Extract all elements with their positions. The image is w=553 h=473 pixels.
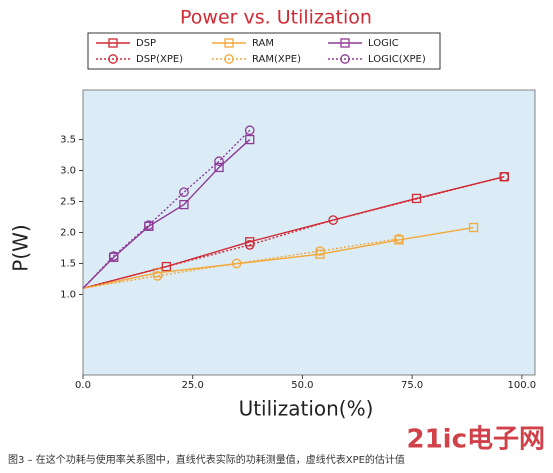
x-tick-label: 50.0 bbox=[291, 380, 313, 391]
y-tick-label: 2.5 bbox=[60, 197, 76, 208]
y-tick-label: 1.0 bbox=[60, 289, 76, 300]
point bbox=[108, 251, 119, 261]
point bbox=[499, 171, 510, 182]
series-line bbox=[82, 226, 474, 289]
legend-marker bbox=[224, 54, 234, 64]
x-tick-label: 100.0 bbox=[508, 380, 537, 391]
point bbox=[315, 246, 325, 256]
legend-label: LOGIC bbox=[368, 38, 399, 49]
logo: 21ic电子网 bbox=[406, 425, 545, 455]
y-tick-label: 1.5 bbox=[60, 258, 76, 269]
y-tick-label: 3.5 bbox=[60, 135, 76, 146]
legend-marker bbox=[108, 38, 118, 48]
caption: 图3 – 在这个功耗与使用率关系图中，直线代表实际的功耗测量值，虚线代表XPE的… bbox=[8, 453, 405, 466]
point bbox=[214, 156, 224, 167]
x-tick-label: 25.0 bbox=[182, 380, 204, 391]
point bbox=[214, 162, 224, 173]
legend-label: RAM(XPE) bbox=[252, 54, 301, 65]
point bbox=[152, 271, 163, 281]
legend-label: DSP(XPE) bbox=[136, 54, 183, 65]
legend-label: RAM bbox=[252, 38, 274, 49]
legend-marker bbox=[340, 38, 350, 48]
legend-label: LOGIC(XPE) bbox=[368, 54, 426, 65]
x-axis-label: Utilization(%) bbox=[239, 397, 374, 421]
point bbox=[179, 199, 189, 210]
point bbox=[143, 220, 154, 230]
x-tick-label: 0.0 bbox=[75, 380, 91, 391]
legend-marker bbox=[108, 54, 118, 64]
y-axis-label: P(W) bbox=[9, 224, 33, 271]
legend-box bbox=[87, 32, 441, 70]
chart-title: Power vs. Utilization bbox=[180, 7, 372, 29]
point bbox=[468, 222, 479, 233]
point bbox=[179, 187, 189, 198]
legend-marker bbox=[340, 54, 350, 64]
point bbox=[245, 237, 255, 247]
x-tick-label: 75.0 bbox=[401, 380, 423, 391]
legend-marker bbox=[224, 38, 234, 48]
point bbox=[245, 134, 255, 145]
point bbox=[328, 215, 338, 225]
point bbox=[231, 258, 242, 269]
point bbox=[244, 240, 255, 250]
legend-label: DSP bbox=[136, 38, 156, 49]
point bbox=[394, 233, 404, 244]
plot-area bbox=[82, 89, 536, 376]
point bbox=[244, 125, 255, 136]
y-tick-label: 3.0 bbox=[60, 166, 76, 177]
y-tick-label: 2.0 bbox=[60, 228, 76, 239]
point bbox=[315, 249, 325, 259]
point bbox=[161, 261, 172, 272]
series-line bbox=[82, 139, 251, 289]
series-line bbox=[82, 129, 251, 289]
